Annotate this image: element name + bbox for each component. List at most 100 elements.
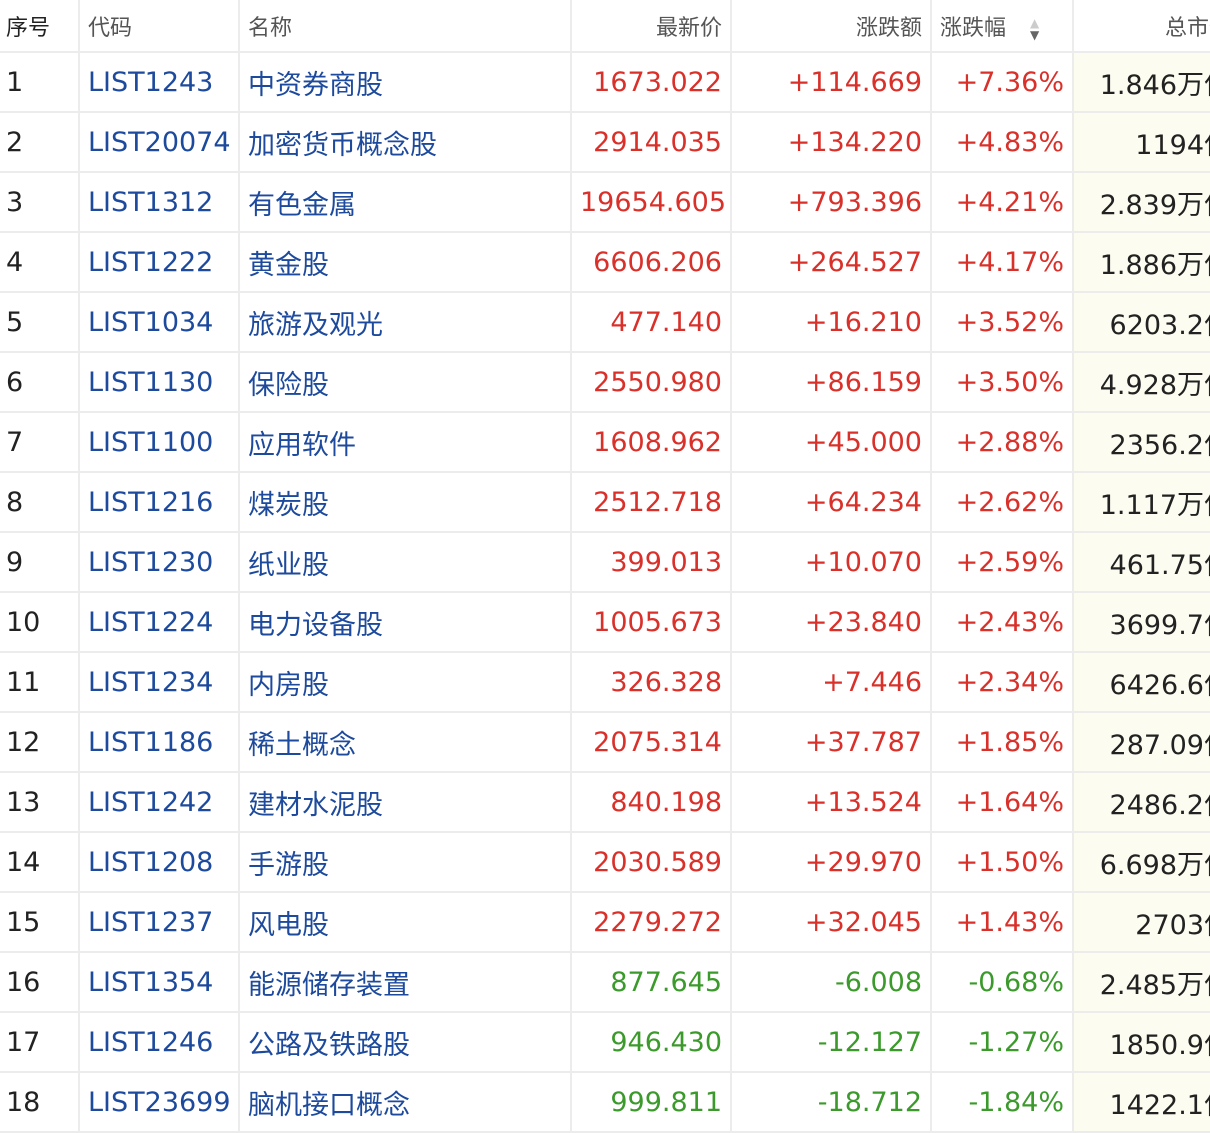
row-pct: +1.50% bbox=[931, 832, 1074, 893]
row-code[interactable]: LIST1237 bbox=[79, 892, 240, 953]
row-code[interactable]: LIST1216 bbox=[79, 472, 240, 533]
row-code[interactable]: LIST1234 bbox=[79, 652, 240, 713]
row-change: +114.669 bbox=[731, 52, 932, 113]
row-price: 6606.206 bbox=[571, 232, 732, 293]
row-name[interactable]: 保险股 bbox=[239, 352, 572, 413]
row-code[interactable]: LIST1034 bbox=[79, 292, 240, 353]
table-row[interactable]: 3 LIST1312 有色金属 19654.605 +793.396 +4.21% 2.83… bbox=[0, 172, 1210, 233]
row-code[interactable]: LIST1246 bbox=[79, 1012, 240, 1073]
table-row[interactable]: 16 LIST1354 能源储存装置 877.645 -6.008 -0.68% 2.485… bbox=[0, 952, 1210, 1013]
row-code[interactable]: LIST20074 bbox=[79, 112, 240, 173]
row-price: 2550.980 bbox=[571, 352, 732, 413]
row-code[interactable]: LIST1354 bbox=[79, 952, 240, 1013]
row-seq: 8 bbox=[0, 472, 80, 533]
row-code[interactable]: LIST1130 bbox=[79, 352, 240, 413]
sort-up-down-icon[interactable]: ▲ ▼ bbox=[1030, 15, 1040, 42]
row-cap: 2.485万亿 bbox=[1073, 952, 1210, 1013]
row-code[interactable]: LIST1242 bbox=[79, 772, 240, 833]
header-pct[interactable]: 涨跌幅 ▲ ▼ bbox=[931, 0, 1074, 53]
table-row[interactable]: 5 LIST1034 旅游及观光 477.140 +16.210 +3.52% 6203.2… bbox=[0, 292, 1210, 353]
row-name[interactable]: 电力设备股 bbox=[239, 592, 572, 653]
row-name[interactable]: 公路及铁路股 bbox=[239, 1012, 572, 1073]
row-code[interactable]: LIST23699 bbox=[79, 1072, 240, 1133]
row-name[interactable]: 应用软件 bbox=[239, 412, 572, 473]
row-change: -6.008 bbox=[731, 952, 932, 1013]
row-pct: +2.43% bbox=[931, 592, 1074, 653]
row-seq: 13 bbox=[0, 772, 80, 833]
row-cap: 2356.2亿 bbox=[1073, 412, 1210, 473]
header-row: 序号 代码 名称 最新价 涨跌额 涨跌幅 ▲▼ 总市值 bbox=[0, 0, 1210, 53]
row-code[interactable]: LIST1243 bbox=[79, 52, 240, 113]
row-name[interactable]: 稀土概念 bbox=[239, 712, 572, 773]
row-code[interactable]: LIST1312 bbox=[79, 172, 240, 233]
row-code[interactable]: LIST1100 bbox=[79, 412, 240, 473]
row-name[interactable]: 脑机接口概念 bbox=[239, 1072, 572, 1133]
row-pct: -1.84% bbox=[931, 1072, 1074, 1133]
row-code[interactable]: LIST1208 bbox=[79, 832, 240, 893]
row-pct: +7.36% bbox=[931, 52, 1074, 113]
table-row[interactable]: 17 LIST1246 公路及铁路股 946.430 -12.127 -1.27% 1850… bbox=[0, 1012, 1210, 1073]
table-row[interactable]: 4 LIST1222 黄金股 6606.206 +264.527 +4.17% 1.886万… bbox=[0, 232, 1210, 293]
header-cap[interactable]: 总市值 bbox=[1073, 0, 1210, 53]
header-name[interactable]: 名称 bbox=[239, 0, 572, 53]
row-seq: 9 bbox=[0, 532, 80, 593]
row-pct: +2.34% bbox=[931, 652, 1074, 713]
row-pct: -1.27% bbox=[931, 1012, 1074, 1073]
header-code[interactable]: 代码 bbox=[79, 0, 240, 53]
row-pct: +1.85% bbox=[931, 712, 1074, 773]
table-row[interactable]: 10 LIST1224 电力设备股 1005.673 +23.840 +2.43% 3699… bbox=[0, 592, 1210, 653]
row-change: +264.527 bbox=[731, 232, 932, 293]
row-pct: -0.68% bbox=[931, 952, 1074, 1013]
row-price: 2075.314 bbox=[571, 712, 732, 773]
table-row[interactable]: 13 LIST1242 建材水泥股 840.198 +13.524 +1.64% 2486.… bbox=[0, 772, 1210, 833]
row-price: 1608.962 bbox=[571, 412, 732, 473]
row-name[interactable]: 内房股 bbox=[239, 652, 572, 713]
row-pct: +4.21% bbox=[931, 172, 1074, 233]
row-code[interactable]: LIST1186 bbox=[79, 712, 240, 773]
row-price: 326.328 bbox=[571, 652, 732, 713]
row-name[interactable]: 中资券商股 bbox=[239, 52, 572, 113]
header-price[interactable]: 最新价 bbox=[571, 0, 732, 53]
row-cap: 1850.9亿 bbox=[1073, 1012, 1210, 1073]
row-pct: +3.52% bbox=[931, 292, 1074, 353]
row-pct: +2.62% bbox=[931, 472, 1074, 533]
header-change[interactable]: 涨跌额 bbox=[731, 0, 932, 53]
header-seq[interactable]: 序号 bbox=[0, 0, 80, 53]
row-name[interactable]: 纸业股 bbox=[239, 532, 572, 593]
row-name[interactable]: 能源储存装置 bbox=[239, 952, 572, 1013]
table-row[interactable]: 12 LIST1186 稀土概念 2075.314 +37.787 +1.85% 287.0… bbox=[0, 712, 1210, 773]
row-seq: 12 bbox=[0, 712, 80, 773]
row-name[interactable]: 手游股 bbox=[239, 832, 572, 893]
row-price: 2279.272 bbox=[571, 892, 732, 953]
row-code[interactable]: LIST1222 bbox=[79, 232, 240, 293]
table-row[interactable]: 14 LIST1208 手游股 2030.589 +29.970 +1.50% 6.698万… bbox=[0, 832, 1210, 893]
row-name[interactable]: 黄金股 bbox=[239, 232, 572, 293]
row-name[interactable]: 煤炭股 bbox=[239, 472, 572, 533]
row-pct: +1.43% bbox=[931, 892, 1074, 953]
row-change: +16.210 bbox=[731, 292, 932, 353]
row-code[interactable]: LIST1230 bbox=[79, 532, 240, 593]
table-row[interactable]: 2 LIST20074 加密货币概念股 2914.035 +134.220 +4.83% 1… bbox=[0, 112, 1210, 173]
table-row[interactable]: 7 LIST1100 应用软件 1608.962 +45.000 +2.88% 2356.2… bbox=[0, 412, 1210, 473]
row-name[interactable]: 风电股 bbox=[239, 892, 572, 953]
row-name[interactable]: 旅游及观光 bbox=[239, 292, 572, 353]
row-name[interactable]: 加密货币概念股 bbox=[239, 112, 572, 173]
row-name[interactable]: 建材水泥股 bbox=[239, 772, 572, 833]
row-seq: 14 bbox=[0, 832, 80, 893]
row-change: +10.070 bbox=[731, 532, 932, 593]
row-change: +32.045 bbox=[731, 892, 932, 953]
row-name[interactable]: 有色金属 bbox=[239, 172, 572, 233]
row-pct: +2.59% bbox=[931, 532, 1074, 593]
row-change: +7.446 bbox=[731, 652, 932, 713]
table-row[interactable]: 1 LIST1243 中资券商股 1673.022 +114.669 +7.36% 1.84… bbox=[0, 52, 1210, 113]
row-cap: 2703亿 bbox=[1073, 892, 1210, 953]
row-code[interactable]: LIST1224 bbox=[79, 592, 240, 653]
row-price: 2914.035 bbox=[571, 112, 732, 173]
table-row[interactable]: 18 LIST23699 脑机接口概念 999.811 -18.712 -1.84% 142… bbox=[0, 1072, 1210, 1133]
